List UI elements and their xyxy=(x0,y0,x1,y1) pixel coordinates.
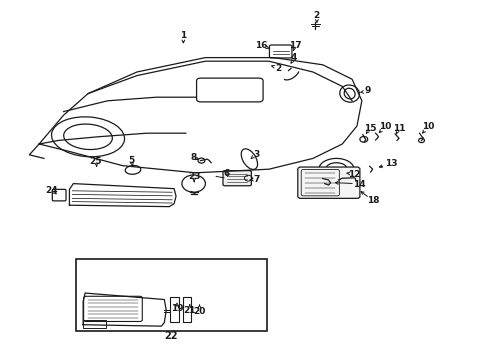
Polygon shape xyxy=(69,184,176,207)
FancyBboxPatch shape xyxy=(223,171,251,186)
Text: 17: 17 xyxy=(288,40,301,49)
Bar xyxy=(83,320,105,328)
Text: 1: 1 xyxy=(180,31,186,40)
Text: 15: 15 xyxy=(364,123,376,132)
Text: 25: 25 xyxy=(89,157,102,166)
Text: 5: 5 xyxy=(128,156,134,165)
Text: 12: 12 xyxy=(347,170,360,179)
Text: 20: 20 xyxy=(193,307,205,316)
Bar xyxy=(170,297,179,322)
Text: 7: 7 xyxy=(252,175,259,184)
Text: 10: 10 xyxy=(378,122,391,131)
Text: 10: 10 xyxy=(421,122,433,131)
Text: 8: 8 xyxy=(190,153,196,162)
Text: 9: 9 xyxy=(364,86,370,95)
Text: 18: 18 xyxy=(366,197,379,205)
Text: 22: 22 xyxy=(164,330,178,341)
Bar xyxy=(183,297,190,322)
Text: 19: 19 xyxy=(170,305,183,313)
Text: 13: 13 xyxy=(384,159,397,168)
Polygon shape xyxy=(83,293,166,326)
Text: 24: 24 xyxy=(45,186,58,194)
Text: 2: 2 xyxy=(313,10,319,19)
Text: 11: 11 xyxy=(392,123,405,132)
Text: 23: 23 xyxy=(188,172,201,181)
Text: 4: 4 xyxy=(289,53,296,62)
Text: 6: 6 xyxy=(224,169,229,178)
Text: 14: 14 xyxy=(352,180,365,189)
Text: 21: 21 xyxy=(183,306,196,315)
Text: 16: 16 xyxy=(255,40,267,49)
FancyBboxPatch shape xyxy=(297,167,359,198)
Text: 3: 3 xyxy=(253,150,259,158)
Text: 2: 2 xyxy=(275,64,281,73)
Bar xyxy=(76,259,266,331)
